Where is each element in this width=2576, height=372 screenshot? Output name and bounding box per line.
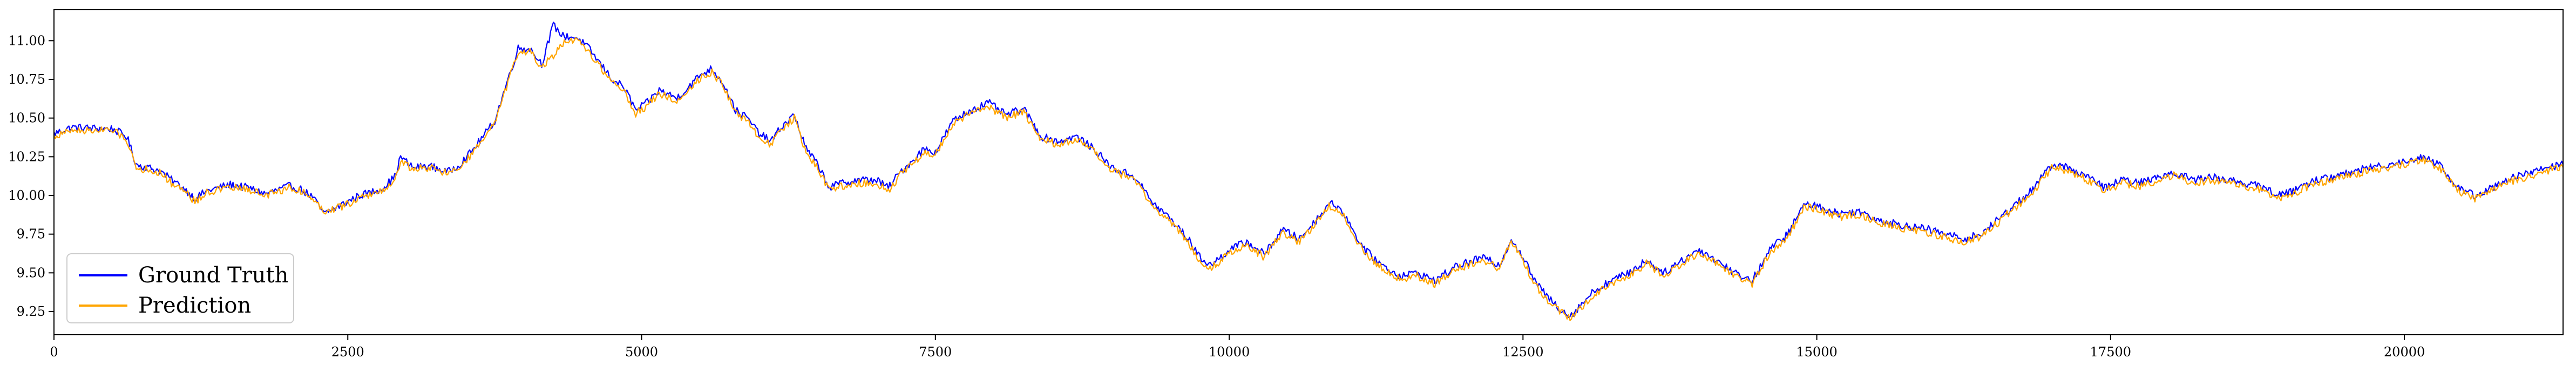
- x-tick-label: 10000: [1209, 344, 1250, 360]
- x-tick-label: 5000: [625, 344, 658, 360]
- y-tick-label: 9.25: [17, 304, 45, 319]
- legend: Ground Truth Prediction: [66, 253, 294, 323]
- legend-label: Prediction: [138, 293, 251, 318]
- x-tick-label: 17500: [2090, 344, 2131, 360]
- y-axis-ticks: 9.25 9.50 9.75 10.00 10.25 10.50 10.75 11.00: [8, 33, 54, 319]
- legend-label: Ground Truth: [138, 263, 288, 288]
- x-tick-label: 20000: [2384, 344, 2425, 360]
- y-tick-label: 10.25: [8, 149, 45, 164]
- x-tick-label: 2500: [331, 344, 364, 360]
- x-axis-ticks: 0 2500 5000 7500 10000 12500 15000 17500 20000: [50, 335, 2425, 360]
- y-tick-label: 10.00: [8, 188, 45, 203]
- plot-frame: [53, 9, 2564, 335]
- series-group: [53, 22, 2564, 321]
- series-line-prediction: [53, 37, 2564, 321]
- y-tick-label: 10.75: [8, 72, 45, 87]
- x-tick-label: 0: [50, 344, 58, 360]
- series-line-ground-truth: [53, 22, 2564, 319]
- y-tick-label: 9.75: [17, 227, 45, 242]
- x-tick-label: 7500: [919, 344, 952, 360]
- y-tick-label: 9.50: [17, 265, 45, 280]
- y-tick-label: 11.00: [8, 33, 45, 48]
- y-tick-label: 10.50: [8, 111, 45, 126]
- x-tick-label: 15000: [1796, 344, 1837, 360]
- x-tick-label: 12500: [1502, 344, 1543, 360]
